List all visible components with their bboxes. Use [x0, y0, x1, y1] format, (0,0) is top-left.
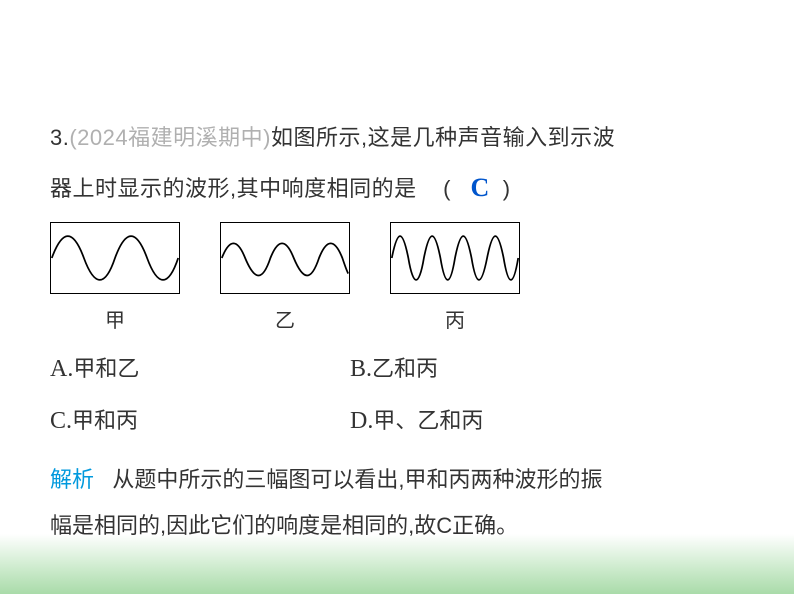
waveform-row: 甲 乙 丙 — [50, 222, 744, 342]
option-A-text: 甲和乙 — [73, 356, 139, 381]
slide-content: 3.(2024福建明溪期中)如图所示,这是几种声音输入到示波 器上时显示的波形,… — [50, 115, 744, 549]
option-D-text: 甲、乙和丙 — [373, 408, 483, 433]
option-C-text: 甲和丙 — [72, 408, 138, 433]
explanation-label: 解析 — [50, 467, 94, 492]
wave-bing-label: 丙 — [445, 300, 465, 342]
wave-yi-path — [222, 243, 348, 275]
wave-bing-path — [392, 236, 518, 280]
stem-part2: 器上时显示的波形,其中响度相同的是 — [50, 176, 417, 201]
option-C-letter: C. — [50, 408, 72, 434]
wave-yi-svg — [220, 222, 350, 294]
explanation-text1: 从题中所示的三幅图可以看出,甲和丙两种波形的振 — [112, 467, 602, 492]
question-line2: 器上时显示的波形,其中响度相同的是 ( C ) — [50, 161, 744, 216]
wave-jia: 甲 — [50, 222, 180, 342]
option-A: A.甲和乙 — [50, 344, 350, 394]
wave-yi: 乙 — [220, 222, 350, 342]
wave-jia-label: 甲 — [105, 300, 125, 342]
options-row-1: A.甲和乙 B.乙和丙 — [50, 344, 744, 394]
option-B-letter: B. — [350, 356, 372, 382]
wave-jia-path — [52, 236, 178, 280]
option-B: B.乙和丙 — [350, 344, 438, 394]
paren-close: ) — [503, 176, 511, 201]
wave-jia-svg — [50, 222, 180, 294]
wave-bing-svg — [390, 222, 520, 294]
option-D: D.甲、乙和丙 — [350, 396, 483, 446]
question-line1: 3.(2024福建明溪期中)如图所示,这是几种声音输入到示波 — [50, 115, 744, 161]
wave-bing: 丙 — [390, 222, 520, 342]
explanation-line1: 解析 从题中所示的三幅图可以看出,甲和丙两种波形的振 — [50, 457, 744, 503]
question-number: 3. — [50, 125, 69, 150]
options-row-2: C.甲和丙 D.甲、乙和丙 — [50, 396, 744, 446]
option-C: C.甲和丙 — [50, 396, 350, 446]
option-D-letter: D. — [350, 408, 373, 434]
footer-gradient — [0, 534, 794, 594]
paren-open: ( — [443, 176, 451, 201]
wave-yi-label: 乙 — [275, 300, 295, 342]
stem-part1: 如图所示,这是几种声音输入到示波 — [271, 125, 615, 150]
option-B-text: 乙和丙 — [372, 356, 438, 381]
question-source: (2024福建明溪期中) — [69, 125, 271, 150]
option-A-letter: A. — [50, 356, 73, 382]
answer-letter: C — [464, 161, 496, 216]
